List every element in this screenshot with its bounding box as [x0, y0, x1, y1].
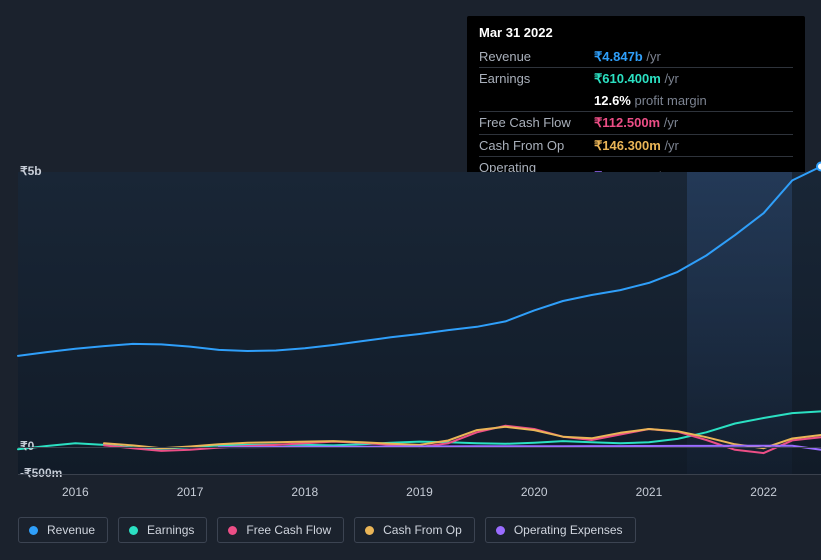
legend-item-revenue[interactable]: Revenue — [18, 517, 108, 543]
legend-item-operating-expenses[interactable]: Operating Expenses — [485, 517, 636, 543]
legend-dot-icon — [29, 526, 38, 535]
chart-container: Mar 31 2022 Revenue₹4.847b /yrEarnings₹6… — [0, 0, 821, 560]
legend-item-free-cash-flow[interactable]: Free Cash Flow — [217, 517, 344, 543]
legend-dot-icon — [228, 526, 237, 535]
legend-item-label: Operating Expenses — [514, 523, 623, 537]
legend-item-label: Revenue — [47, 523, 95, 537]
series-line-earnings — [18, 411, 821, 449]
x-axis-label: 2022 — [750, 485, 777, 499]
plot-area[interactable] — [18, 172, 821, 474]
legend-item-earnings[interactable]: Earnings — [118, 517, 207, 543]
legend-item-label: Cash From Op — [383, 523, 462, 537]
y-axis-label: ₹0 — [20, 439, 34, 453]
x-axis-label: 2018 — [291, 485, 318, 499]
legend-dot-icon — [129, 526, 138, 535]
legend-dot-icon — [496, 526, 505, 535]
x-axis-label: 2019 — [406, 485, 433, 499]
series-line-revenue — [18, 167, 821, 356]
x-axis-label: 2020 — [521, 485, 548, 499]
legend-dot-icon — [365, 526, 374, 535]
chart-lines-svg — [18, 172, 821, 474]
gridline — [18, 447, 821, 448]
gridline — [18, 474, 821, 475]
chart-area: ₹5b ₹0 -₹500m2016 2017 2018 2019 2020 2021 2022 — [0, 0, 821, 560]
legend-item-cash-from-op[interactable]: Cash From Op — [354, 517, 475, 543]
x-axis-label: 2021 — [636, 485, 663, 499]
y-axis-label: -₹500m — [20, 466, 62, 480]
x-axis-label: 2016 — [62, 485, 89, 499]
legend-item-label: Earnings — [147, 523, 194, 537]
series-end-marker — [817, 163, 821, 171]
legend-item-label: Free Cash Flow — [246, 523, 331, 537]
legend: Revenue Earnings Free Cash Flow Cash From O… — [18, 517, 636, 543]
y-axis-label: ₹5b — [20, 164, 42, 178]
x-axis-label: 2017 — [177, 485, 204, 499]
